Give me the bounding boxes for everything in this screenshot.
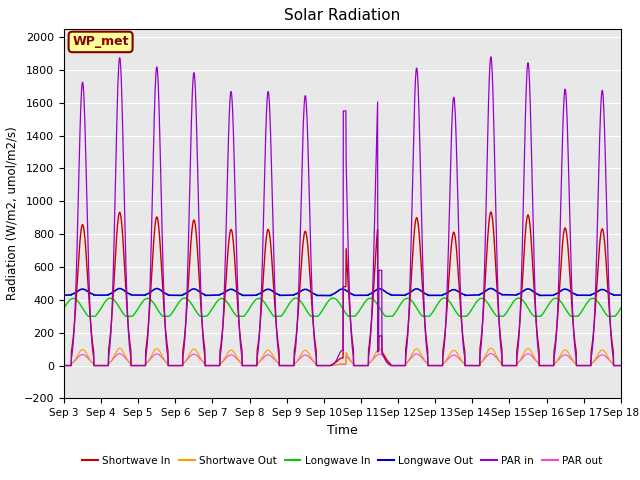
Longwave Out <box>371 288 379 294</box>
Longwave Out <box>359 292 367 298</box>
Shortwave Out <box>487 345 495 351</box>
Shortwave In <box>60 363 68 369</box>
Title: Solar Radiation: Solar Radiation <box>284 9 401 24</box>
Longwave In <box>440 295 448 301</box>
Shortwave In <box>487 209 495 215</box>
Shortwave Out <box>216 363 223 369</box>
PAR in <box>216 363 223 369</box>
PAR in <box>504 363 512 369</box>
Text: WP_met: WP_met <box>72 36 129 48</box>
Line: Shortwave In: Shortwave In <box>64 212 621 366</box>
Shortwave In <box>617 363 625 369</box>
Y-axis label: Radiation (W/m2, umol/m2/s): Radiation (W/m2, umol/m2/s) <box>5 127 18 300</box>
Shortwave In <box>568 302 575 308</box>
Shortwave Out <box>371 352 378 358</box>
X-axis label: Time: Time <box>327 424 358 437</box>
Longwave Out <box>584 292 591 298</box>
Longwave In <box>359 302 367 308</box>
Longwave Out <box>322 293 330 299</box>
Shortwave Out <box>617 363 625 369</box>
Legend: Shortwave In, Shortwave Out, Longwave In, Longwave Out, PAR in, PAR out: Shortwave In, Shortwave Out, Longwave In… <box>78 452 607 470</box>
Longwave In <box>584 299 591 305</box>
Longwave In <box>84 313 92 319</box>
PAR in <box>487 54 495 60</box>
PAR in <box>617 363 625 369</box>
PAR in <box>568 287 575 292</box>
PAR out <box>371 355 378 360</box>
PAR in <box>584 363 591 369</box>
Longwave Out <box>568 290 576 296</box>
Longwave In <box>568 313 576 319</box>
Longwave In <box>617 305 625 311</box>
Shortwave Out <box>358 363 366 369</box>
Longwave Out <box>505 292 513 298</box>
PAR out <box>358 363 366 369</box>
Shortwave In <box>371 271 378 277</box>
Longwave In <box>216 296 223 302</box>
Line: Shortwave Out: Shortwave Out <box>64 348 621 366</box>
PAR out <box>584 363 591 369</box>
Shortwave In <box>584 363 591 369</box>
PAR out <box>487 351 495 357</box>
PAR in <box>371 221 378 227</box>
Longwave Out <box>60 292 68 298</box>
PAR out <box>568 357 575 363</box>
Longwave Out <box>216 292 223 298</box>
Longwave In <box>505 306 513 312</box>
Line: PAR in: PAR in <box>64 57 621 366</box>
PAR out <box>617 363 625 369</box>
Longwave Out <box>617 292 625 298</box>
PAR in <box>60 363 68 369</box>
Shortwave In <box>358 363 366 369</box>
PAR out <box>504 363 512 369</box>
Longwave Out <box>487 286 495 291</box>
Shortwave Out <box>504 363 512 369</box>
PAR out <box>216 363 223 369</box>
PAR out <box>60 363 68 369</box>
Line: PAR out: PAR out <box>64 354 621 366</box>
Shortwave Out <box>60 363 68 369</box>
Shortwave In <box>216 363 223 369</box>
Shortwave Out <box>568 356 575 361</box>
Longwave In <box>60 305 68 311</box>
Line: Longwave In: Longwave In <box>64 298 621 316</box>
Longwave In <box>371 298 379 304</box>
Line: Longwave Out: Longwave Out <box>64 288 621 296</box>
PAR in <box>358 363 366 369</box>
Shortwave In <box>504 363 512 369</box>
Shortwave Out <box>584 363 591 369</box>
